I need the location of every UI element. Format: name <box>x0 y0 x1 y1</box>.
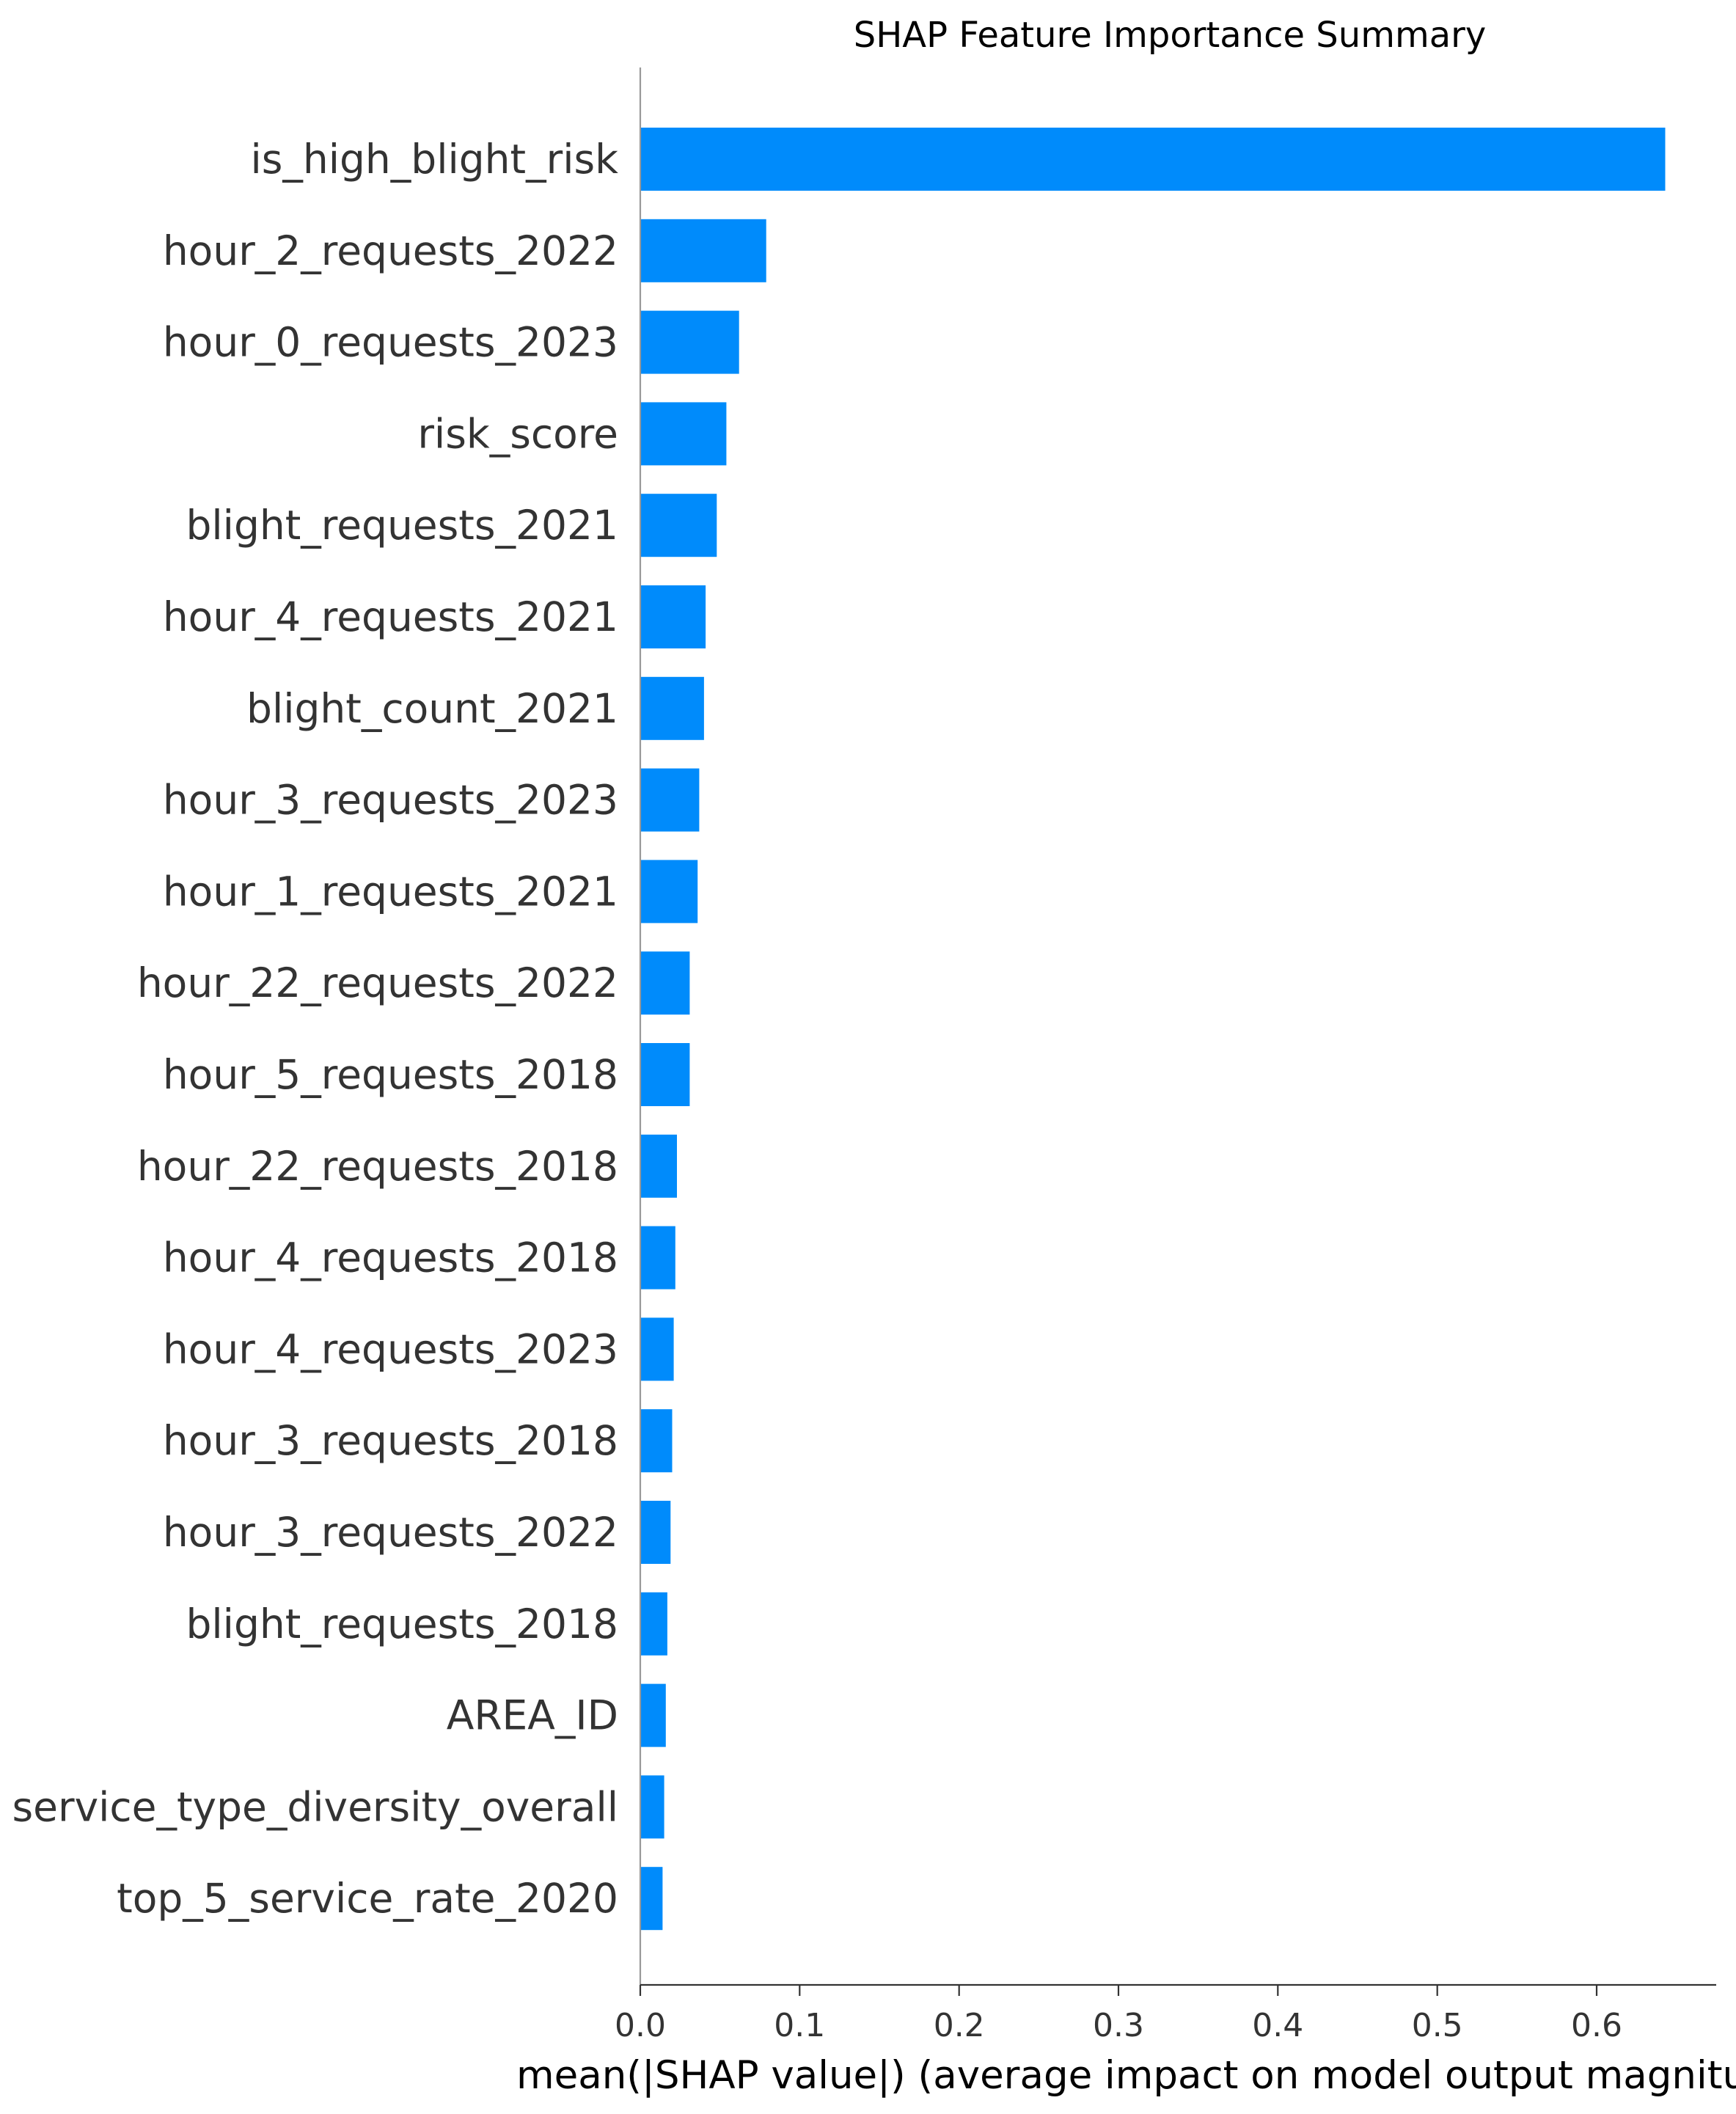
x-axis-title: mean(|SHAP value|) (average impact on mo… <box>516 2053 1736 2098</box>
category-label: blight_requests_2021 <box>186 502 618 549</box>
category-label: blight_requests_2018 <box>186 1601 618 1647</box>
category-label: hour_4_requests_2023 <box>163 1325 618 1372</box>
category-label: hour_1_requests_2021 <box>163 868 618 915</box>
category-label: hour_4_requests_2021 <box>163 593 618 640</box>
x-tick-label: 0.6 <box>1571 2007 1622 2044</box>
category-labels-group: is_high_blight_risk hour_2_requests_2022h… <box>12 136 618 1922</box>
category-label: top_5_service_rate_2020 <box>117 1875 618 1922</box>
bars-group <box>640 128 1666 1931</box>
category-label: hour_5_requests_2018 <box>163 1051 618 1098</box>
x-tick-label: 0.1 <box>774 2007 825 2044</box>
bar-hour_3_requests_2018 <box>640 1409 673 1473</box>
x-tick-label: 0.5 <box>1412 2007 1463 2044</box>
bar-service_type_diversity_overall <box>640 1775 664 1839</box>
bar-risk_score <box>640 402 727 466</box>
bar-hour_4_requests_2018 <box>640 1226 675 1290</box>
category-label: hour_3_requests_2018 <box>163 1417 618 1464</box>
bar-blight_requests_2018 <box>640 1592 667 1656</box>
category-label: hour_3_requests_2023 <box>163 777 618 824</box>
category-label: hour_22_requests_2022 <box>137 959 618 1006</box>
x-tick-label: 0.3 <box>1093 2007 1144 2044</box>
category-label: is_high_blight_risk <box>250 136 618 183</box>
category-label: AREA_ID <box>447 1692 618 1739</box>
bar-hour_0_requests_2023 <box>640 310 739 374</box>
bar-blight_requests_2021 <box>640 494 717 557</box>
chart-title: SHAP Feature Importance Summary <box>854 15 1487 56</box>
bar-AREA_ID <box>640 1683 666 1747</box>
category-label: risk_score <box>417 410 618 457</box>
bar-hour_3_requests_2022 <box>640 1501 671 1564</box>
bar-hour_3_requests_2023 <box>640 768 700 832</box>
x-ticks-group: 0.0 0.1 0.2 0.3 0.4 0.5 0.6 <box>615 1985 1622 2044</box>
bar-is_high_blight_risk <box>640 128 1666 191</box>
category-label: hour_3_requests_2022 <box>163 1509 618 1556</box>
bar-hour_22_requests_2018 <box>640 1134 677 1198</box>
bar-hour_2_requests_2022 <box>640 219 766 282</box>
bar-blight_count_2021 <box>640 676 704 740</box>
category-label: hour_22_requests_2018 <box>137 1143 618 1190</box>
bar-hour_22_requests_2022 <box>640 951 690 1015</box>
bar-hour_4_requests_2023 <box>640 1317 674 1381</box>
bar-hour_5_requests_2018 <box>640 1043 690 1106</box>
x-tick-label: 0.2 <box>934 2007 985 2044</box>
bar-hour_4_requests_2021 <box>640 585 706 648</box>
x-tick-label: 0.4 <box>1252 2007 1303 2044</box>
bar-hour_1_requests_2021 <box>640 860 698 923</box>
bar-top_5_service_rate_2020 <box>640 1867 663 1931</box>
x-tick-label: 0.0 <box>615 2007 666 2044</box>
category-label: hour_2_requests_2022 <box>163 227 618 274</box>
category-label: hour_4_requests_2018 <box>163 1235 618 1281</box>
category-label: service_type_diversity_overall <box>12 1783 618 1830</box>
category-label: blight_count_2021 <box>246 685 618 732</box>
category-label: hour_0_requests_2023 <box>163 319 618 366</box>
